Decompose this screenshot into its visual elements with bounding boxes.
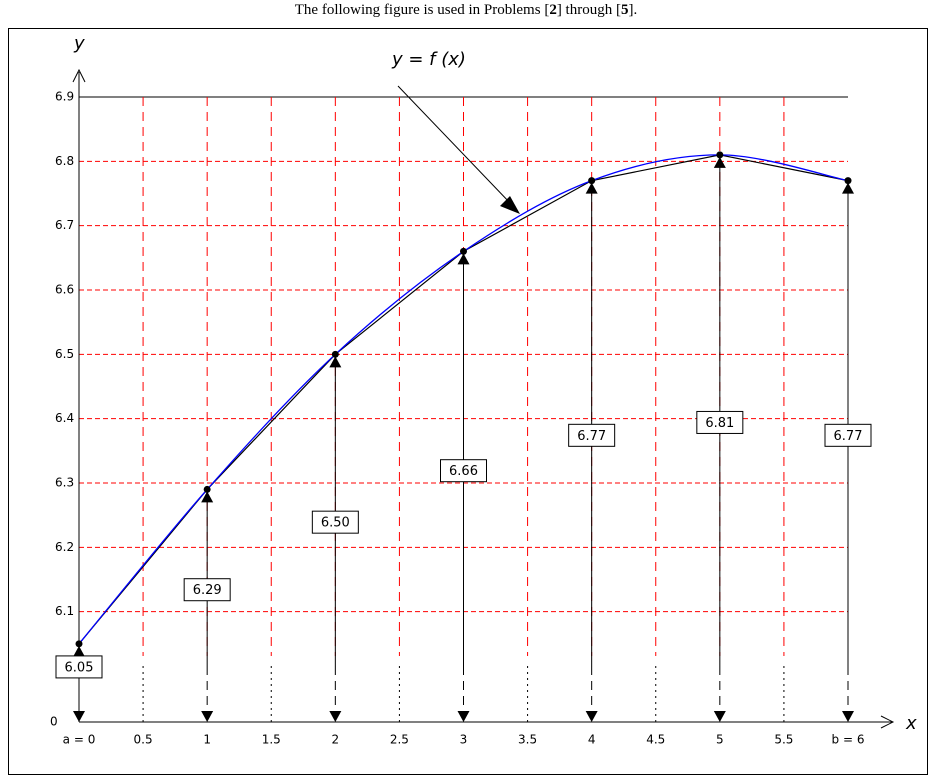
arrow-head-up xyxy=(585,182,598,194)
arrow-head-up xyxy=(713,156,726,168)
x-tick-label: 1 xyxy=(203,733,211,747)
y-tick-label: 6.8 xyxy=(55,154,74,168)
point xyxy=(203,485,211,493)
caption: The following figure is used in Problems… xyxy=(0,2,932,19)
y-tick-label: 6.9 xyxy=(55,90,74,104)
arrow-head-down xyxy=(201,711,214,722)
value-box xyxy=(440,459,487,483)
point xyxy=(588,177,596,185)
y-axis xyxy=(72,68,86,722)
arrow-head-up xyxy=(73,645,85,657)
frame xyxy=(8,28,928,775)
arrow-head-up xyxy=(842,182,854,194)
x-tick-label: a = 0 xyxy=(63,733,96,747)
arrow-head-up xyxy=(457,253,470,265)
y-tick-label: 6.7 xyxy=(55,218,74,232)
caption-bold: 5 xyxy=(620,2,629,18)
x-tick-label: 5.5 xyxy=(774,733,793,747)
x-tick-label: 2.5 xyxy=(390,733,409,747)
arrow-head-down xyxy=(329,711,342,722)
arrow-head-up xyxy=(329,356,342,368)
value-box xyxy=(55,655,103,679)
x-axis xyxy=(79,715,895,729)
arrow-head-down xyxy=(457,711,470,722)
y-tick-label: 6.3 xyxy=(55,476,74,490)
value-label: 6.77 xyxy=(577,429,606,444)
y-tick-label: 6.6 xyxy=(55,283,74,297)
x-tick-label: 2 xyxy=(332,733,340,747)
caption-text: The following figure is used in Problems… xyxy=(294,2,550,18)
value-label: 6.66 xyxy=(449,464,478,479)
x-tick-label: 4 xyxy=(588,733,596,747)
x-tick-label: 0.5 xyxy=(134,733,153,747)
y-tick-label: 6.4 xyxy=(55,411,74,425)
value-label: 6.50 xyxy=(321,516,350,531)
arrow-head-down xyxy=(842,711,854,722)
value-label: 6.77 xyxy=(834,429,863,444)
caption-text: ] through [ xyxy=(556,2,621,18)
value-box xyxy=(183,578,231,602)
arrow-head-down xyxy=(585,711,598,722)
value-label: 6.29 xyxy=(193,583,222,598)
x-tick-label: 5 xyxy=(716,733,724,747)
y-tick-label: 0 xyxy=(50,715,58,729)
y-tick-label: 6.5 xyxy=(55,347,74,361)
x-axis-label: x xyxy=(905,713,917,734)
annotation-arrow-head xyxy=(500,196,520,214)
arrow-head-up xyxy=(201,491,214,503)
annotation-arrow xyxy=(397,85,513,206)
value-box xyxy=(311,510,359,534)
caption-text: ]. xyxy=(628,2,638,18)
x-tick-label: 1.5 xyxy=(262,733,281,747)
value-label: 6.05 xyxy=(65,660,94,675)
point xyxy=(716,151,724,159)
y-axis-label: y xyxy=(73,33,85,54)
x-tick-label: 3 xyxy=(460,733,468,747)
y-tick-label: 6.2 xyxy=(55,540,74,554)
arrow-head-down xyxy=(73,711,85,722)
point xyxy=(844,177,852,185)
arrow-head-down xyxy=(713,711,726,722)
annotation: y = f (x) xyxy=(391,49,466,70)
value-box xyxy=(824,423,872,447)
value-box xyxy=(696,410,744,434)
x-tick-label: b = 6 xyxy=(832,733,865,747)
point xyxy=(75,640,83,648)
x-tick-label: 3.5 xyxy=(518,733,537,747)
value-label: 6.81 xyxy=(705,416,734,431)
point xyxy=(460,247,467,255)
value-box xyxy=(568,423,616,447)
point xyxy=(331,350,339,358)
y-tick-label: 6.1 xyxy=(55,604,74,618)
x-tick-label: 4.5 xyxy=(646,733,665,747)
caption-bold: 2 xyxy=(549,2,557,18)
